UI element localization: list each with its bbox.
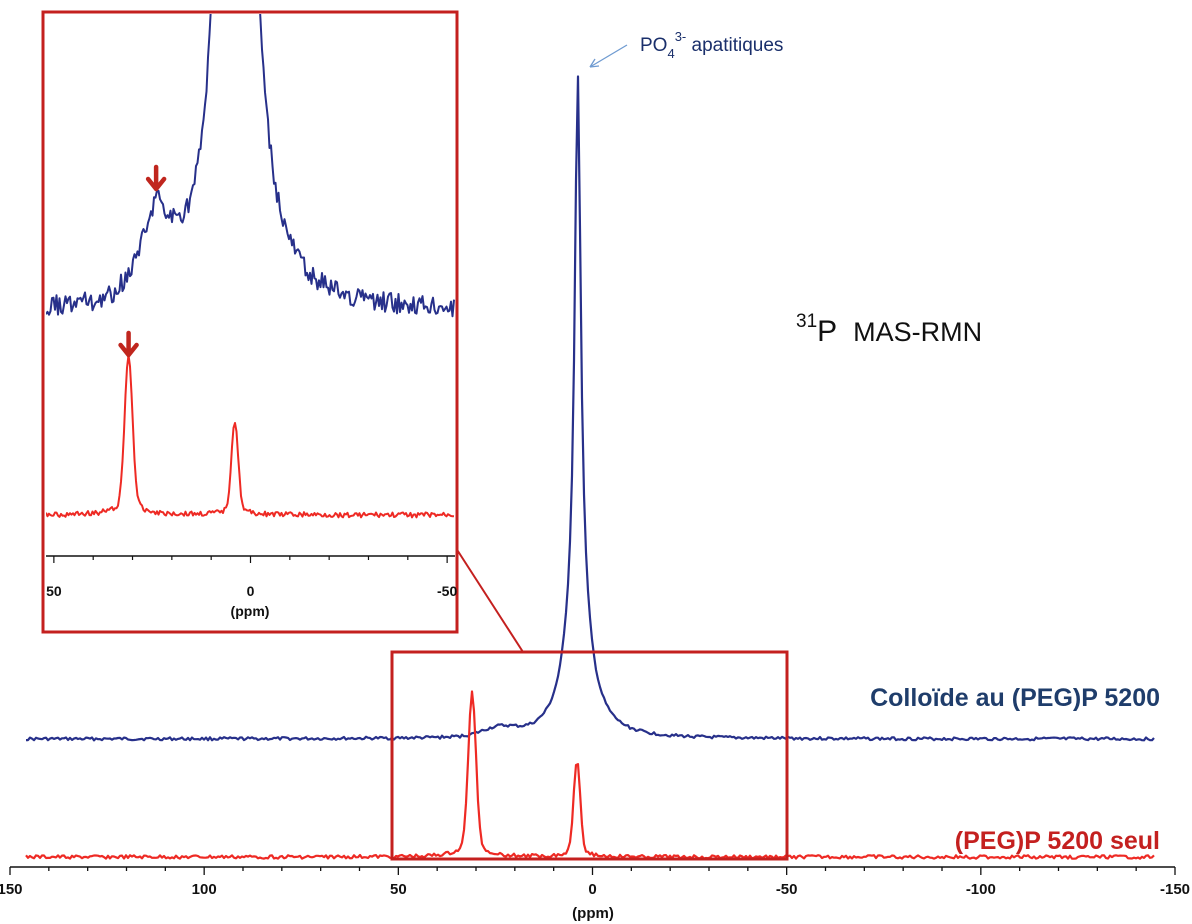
main-spectrum-chart: 150 100 50 0 -50 -100 -150 (ppm) (0, 75, 1190, 922)
technique-name: MAS-RMN (853, 317, 982, 347)
series-line-peg-seul (25, 690, 1155, 860)
marker-arrow (118, 330, 139, 358)
series-label-colloide: Colloïde au (PEG)P 5200 (870, 684, 1160, 712)
nucleus-symbol: P (817, 315, 837, 348)
x-axis-label: (ppm) (572, 905, 614, 922)
series-label-peg-seul: (PEG)P 5200 seul (955, 827, 1160, 855)
inset-frame (41, 10, 459, 634)
x-tick-label: 150 (0, 881, 23, 898)
x-tick-label: -100 (966, 881, 996, 898)
inset-zoom-chart: 50 0 -50 (ppm) (41, 10, 459, 634)
x-tick-label: -150 (1160, 881, 1190, 898)
x-tick-label: -50 (776, 881, 798, 898)
x-tick-label: 0 (588, 881, 596, 898)
inset-series-line-colloide (46, 14, 455, 318)
x-axis-ticks: 150 100 50 0 -50 -100 -150 (0, 867, 1190, 898)
annotation-arrow (589, 44, 628, 68)
annotation-arrow-head (589, 58, 600, 68)
zoom-connector-line (453, 544, 524, 653)
technique-label: 31P MAS-RMN (796, 311, 982, 348)
zoom-region-box (390, 650, 789, 861)
inset-series-line-peg-seul (46, 353, 455, 519)
peak-label: PO43- apatitiques (640, 29, 783, 61)
x-tick-label: 50 (390, 881, 407, 898)
series-line-colloide (26, 75, 1155, 742)
inset-markers (118, 164, 167, 358)
inset-x-tick-label: 50 (46, 583, 62, 599)
inset-traces (46, 14, 455, 519)
inset-x-tick-label: 0 (247, 583, 255, 599)
main-traces (25, 75, 1155, 860)
marker-arrow (145, 164, 167, 192)
inset-x-axis-ticks: 50 0 -50 (46, 556, 457, 599)
inset-x-axis-label: (ppm) (231, 603, 270, 619)
inset-x-tick-label: -50 (437, 583, 457, 599)
x-tick-label: 100 (192, 881, 217, 898)
nucleus-mass-number: 31 (796, 311, 817, 332)
peak-annotation: PO43- apatitiques (589, 29, 783, 68)
